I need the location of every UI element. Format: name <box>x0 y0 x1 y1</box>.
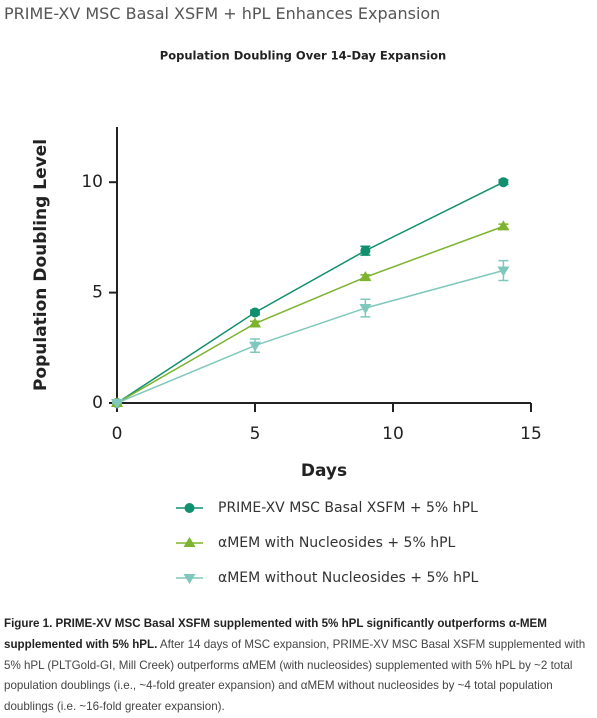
marker <box>359 271 372 282</box>
series-line <box>116 181 504 404</box>
y-tick-label: 5 <box>92 283 103 303</box>
series-line <box>116 225 504 404</box>
marker <box>249 317 261 328</box>
x-tick-label: 10 <box>382 424 404 444</box>
x-tick-label: 5 <box>250 424 261 444</box>
caption: Figure 1. PRIME-XV MSC Basal XSFM supple… <box>4 614 592 718</box>
marker <box>183 574 196 584</box>
marker <box>184 503 195 513</box>
legend-label: αMEM without Nucleosides + 5% hPL <box>218 570 478 586</box>
y-axis-label: Population Doubling Level <box>31 139 51 391</box>
marker <box>497 220 510 231</box>
x-tick-label: 15 <box>520 424 542 444</box>
marker <box>183 537 196 547</box>
legend-label: αMEM with Nucleosides + 5% hPL <box>218 535 456 551</box>
x-tick-label: 0 <box>112 424 123 444</box>
series-line <box>116 269 504 404</box>
heading: PRIME-XV MSC Basal XSFM + hPL Enhances E… <box>4 4 441 23</box>
chart: Population Doubling Over 14-Day Expansio… <box>31 49 542 587</box>
marker <box>498 177 509 188</box>
y-tick-label: 10 <box>81 172 103 192</box>
caption-bold: Figure 1. PRIME-XV MSC Basal XSFM supple… <box>4 617 547 651</box>
marker <box>249 341 261 352</box>
marker <box>360 245 371 256</box>
x-axis-label: Days <box>301 461 347 481</box>
marker <box>497 266 510 277</box>
y-tick-label: 0 <box>92 393 103 413</box>
marker <box>359 304 372 315</box>
marker <box>250 307 260 318</box>
chart-title: Population Doubling Over 14-Day Expansio… <box>160 49 446 63</box>
legend-label: PRIME-XV MSC Basal XSFM + 5% hPL <box>218 500 478 516</box>
caption-text: After 14 days of MSC expansion, PRIME-XV… <box>4 637 586 714</box>
marker <box>111 399 123 409</box>
